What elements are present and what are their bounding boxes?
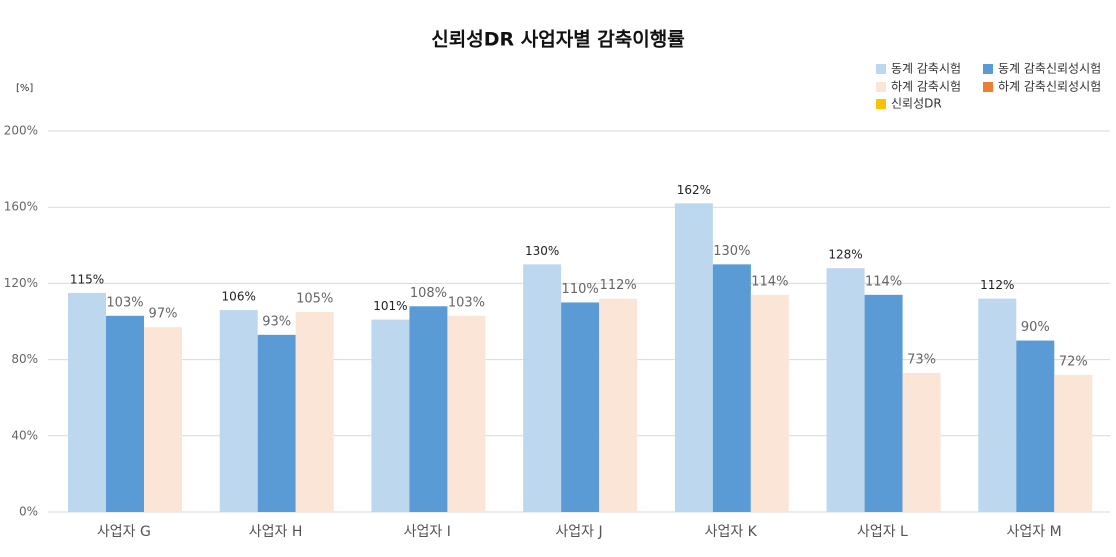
- bar: [371, 319, 410, 512]
- y-tick-label: 40%: [11, 428, 38, 442]
- legend-swatch: [983, 82, 993, 92]
- bar: [447, 315, 486, 512]
- data-label: 112%: [600, 278, 637, 293]
- legend-swatch: [876, 64, 886, 74]
- x-tick-label: 사업자 L: [857, 524, 908, 540]
- bar: [1054, 374, 1093, 512]
- bar: [1016, 340, 1055, 512]
- data-label: 106%: [222, 290, 256, 304]
- data-label: 73%: [907, 352, 936, 367]
- x-tick-label: 사업자 G: [97, 524, 151, 540]
- y-tick-label: 0%: [19, 505, 38, 519]
- legend-label: 동계 감축신뢰성시험: [998, 62, 1101, 76]
- y-tick-label: 200%: [4, 124, 38, 138]
- bar: [523, 264, 562, 512]
- x-tick-label: 사업자 H: [249, 524, 303, 540]
- legend-label: 동계 감축시험: [891, 62, 961, 76]
- data-label: 110%: [562, 282, 599, 297]
- data-label: 93%: [262, 314, 291, 329]
- data-label: 97%: [149, 307, 178, 322]
- bar: [219, 310, 258, 512]
- data-label: 130%: [525, 244, 559, 258]
- data-label: 103%: [106, 295, 143, 310]
- bar: [712, 264, 751, 512]
- data-label: 128%: [828, 248, 862, 262]
- chart-title: 신뢰성DR 사업자별 감축이행률: [431, 29, 684, 51]
- bar: [68, 292, 106, 512]
- data-label: 114%: [865, 274, 902, 289]
- bar: [257, 334, 296, 512]
- x-tick-label: 사업자 K: [705, 524, 758, 540]
- bar: [295, 311, 334, 512]
- legend-swatch: [983, 64, 993, 74]
- data-label: 90%: [1021, 320, 1050, 335]
- bar: [750, 294, 789, 512]
- data-label: 103%: [448, 295, 485, 310]
- y-tick-label: 80%: [11, 352, 38, 366]
- legend-label: 하계 감축신뢰성시험: [998, 80, 1101, 94]
- y-axis-label: [%]: [16, 83, 33, 94]
- x-tick-label: 사업자 J: [555, 524, 602, 540]
- data-label: 72%: [1059, 354, 1088, 369]
- legend-swatch: [876, 82, 886, 92]
- legend-label: 하계 감축시험: [891, 80, 961, 94]
- data-label: 101%: [373, 299, 407, 313]
- data-label: 114%: [751, 274, 788, 289]
- legend-label: 신뢰성DR: [891, 97, 942, 111]
- bar: [409, 306, 448, 512]
- bar: [902, 372, 941, 512]
- data-label: 162%: [677, 183, 711, 197]
- bar: [864, 294, 903, 512]
- bar: [144, 327, 182, 512]
- bar: [826, 268, 865, 512]
- bar: [599, 298, 638, 512]
- bar: [978, 298, 1017, 512]
- data-label: 130%: [713, 244, 750, 259]
- data-label: 115%: [70, 272, 104, 286]
- data-label: 108%: [410, 286, 447, 301]
- bar: [674, 203, 713, 512]
- bar: [561, 302, 600, 512]
- x-tick-label: 사업자 I: [404, 524, 451, 540]
- y-tick-label: 120%: [4, 276, 38, 290]
- data-label: 112%: [980, 278, 1014, 292]
- data-label: 105%: [296, 291, 333, 306]
- x-tick-label: 사업자 M: [1007, 524, 1062, 540]
- y-tick-label: 160%: [4, 200, 38, 214]
- bar: [106, 315, 144, 512]
- legend-swatch: [876, 99, 886, 109]
